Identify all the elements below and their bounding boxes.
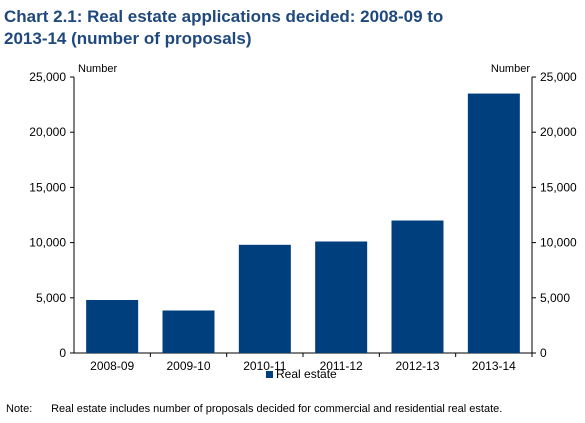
chart-title-line-2: 2013-14 (number of proposals) — [4, 29, 252, 48]
legend-swatch-real-estate — [266, 371, 273, 378]
bar-2008-09 — [86, 300, 139, 353]
x-tick-label: 2008-09 — [90, 359, 134, 373]
y-axis-label-left: Number — [78, 63, 117, 75]
bar-2011-12 — [315, 241, 368, 353]
note-label: Note: — [6, 403, 33, 415]
y-tick-label-left: 0 — [59, 346, 66, 360]
y-tick-label-left: 15,000 — [29, 180, 66, 194]
y-axis-label-right: Number — [491, 63, 530, 75]
bar-2012-13 — [391, 220, 444, 353]
note-text: Real estate includes number of proposals… — [51, 403, 503, 415]
x-tick-label: 2010-11 — [243, 359, 286, 373]
y-tick-label-right: 5,000 — [540, 291, 570, 305]
y-tick-label-left: 10,000 — [29, 236, 66, 250]
y-tick-label-left: 20,000 — [29, 125, 66, 139]
x-tick-label: 2013-14 — [472, 359, 516, 373]
y-tick-label-right: 20,000 — [540, 125, 577, 139]
x-tick-label: 2012-13 — [395, 359, 439, 373]
chart-note: Note: Real estate includes number of pro… — [6, 403, 502, 415]
chart-title-line-1: Chart 2.1: Real estate applications deci… — [4, 7, 444, 26]
bar-chart: 0 0 5,000 5,000 10,000 10,000 15,000 15,000 20,0… — [29, 63, 577, 381]
bar-2013-14 — [467, 93, 520, 353]
y-tick-label-right: 25,000 — [540, 70, 577, 84]
chart-title: Chart 2.1: Real estate applications deci… — [4, 6, 524, 50]
y-tick-label-left: 5,000 — [36, 291, 66, 305]
bar-2010-11 — [238, 244, 291, 353]
y-tick-label-right: 0 — [540, 346, 547, 360]
y-tick-label-right: 10,000 — [540, 236, 577, 250]
legend-label-real-estate: Real estate — [276, 367, 337, 381]
y-tick-label-left: 25,000 — [29, 70, 66, 84]
x-tick-label: 2011-12 — [320, 359, 363, 373]
y-tick-label-right: 15,000 — [540, 180, 577, 194]
x-tick-label: 2009-10 — [166, 359, 210, 373]
bar-2009-10 — [162, 310, 215, 353]
